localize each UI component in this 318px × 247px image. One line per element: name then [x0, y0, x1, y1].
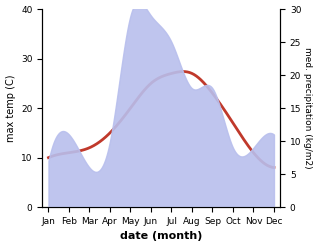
Y-axis label: med. precipitation (kg/m2): med. precipitation (kg/m2) — [303, 47, 313, 169]
X-axis label: date (month): date (month) — [120, 231, 203, 242]
Y-axis label: max temp (C): max temp (C) — [5, 74, 16, 142]
